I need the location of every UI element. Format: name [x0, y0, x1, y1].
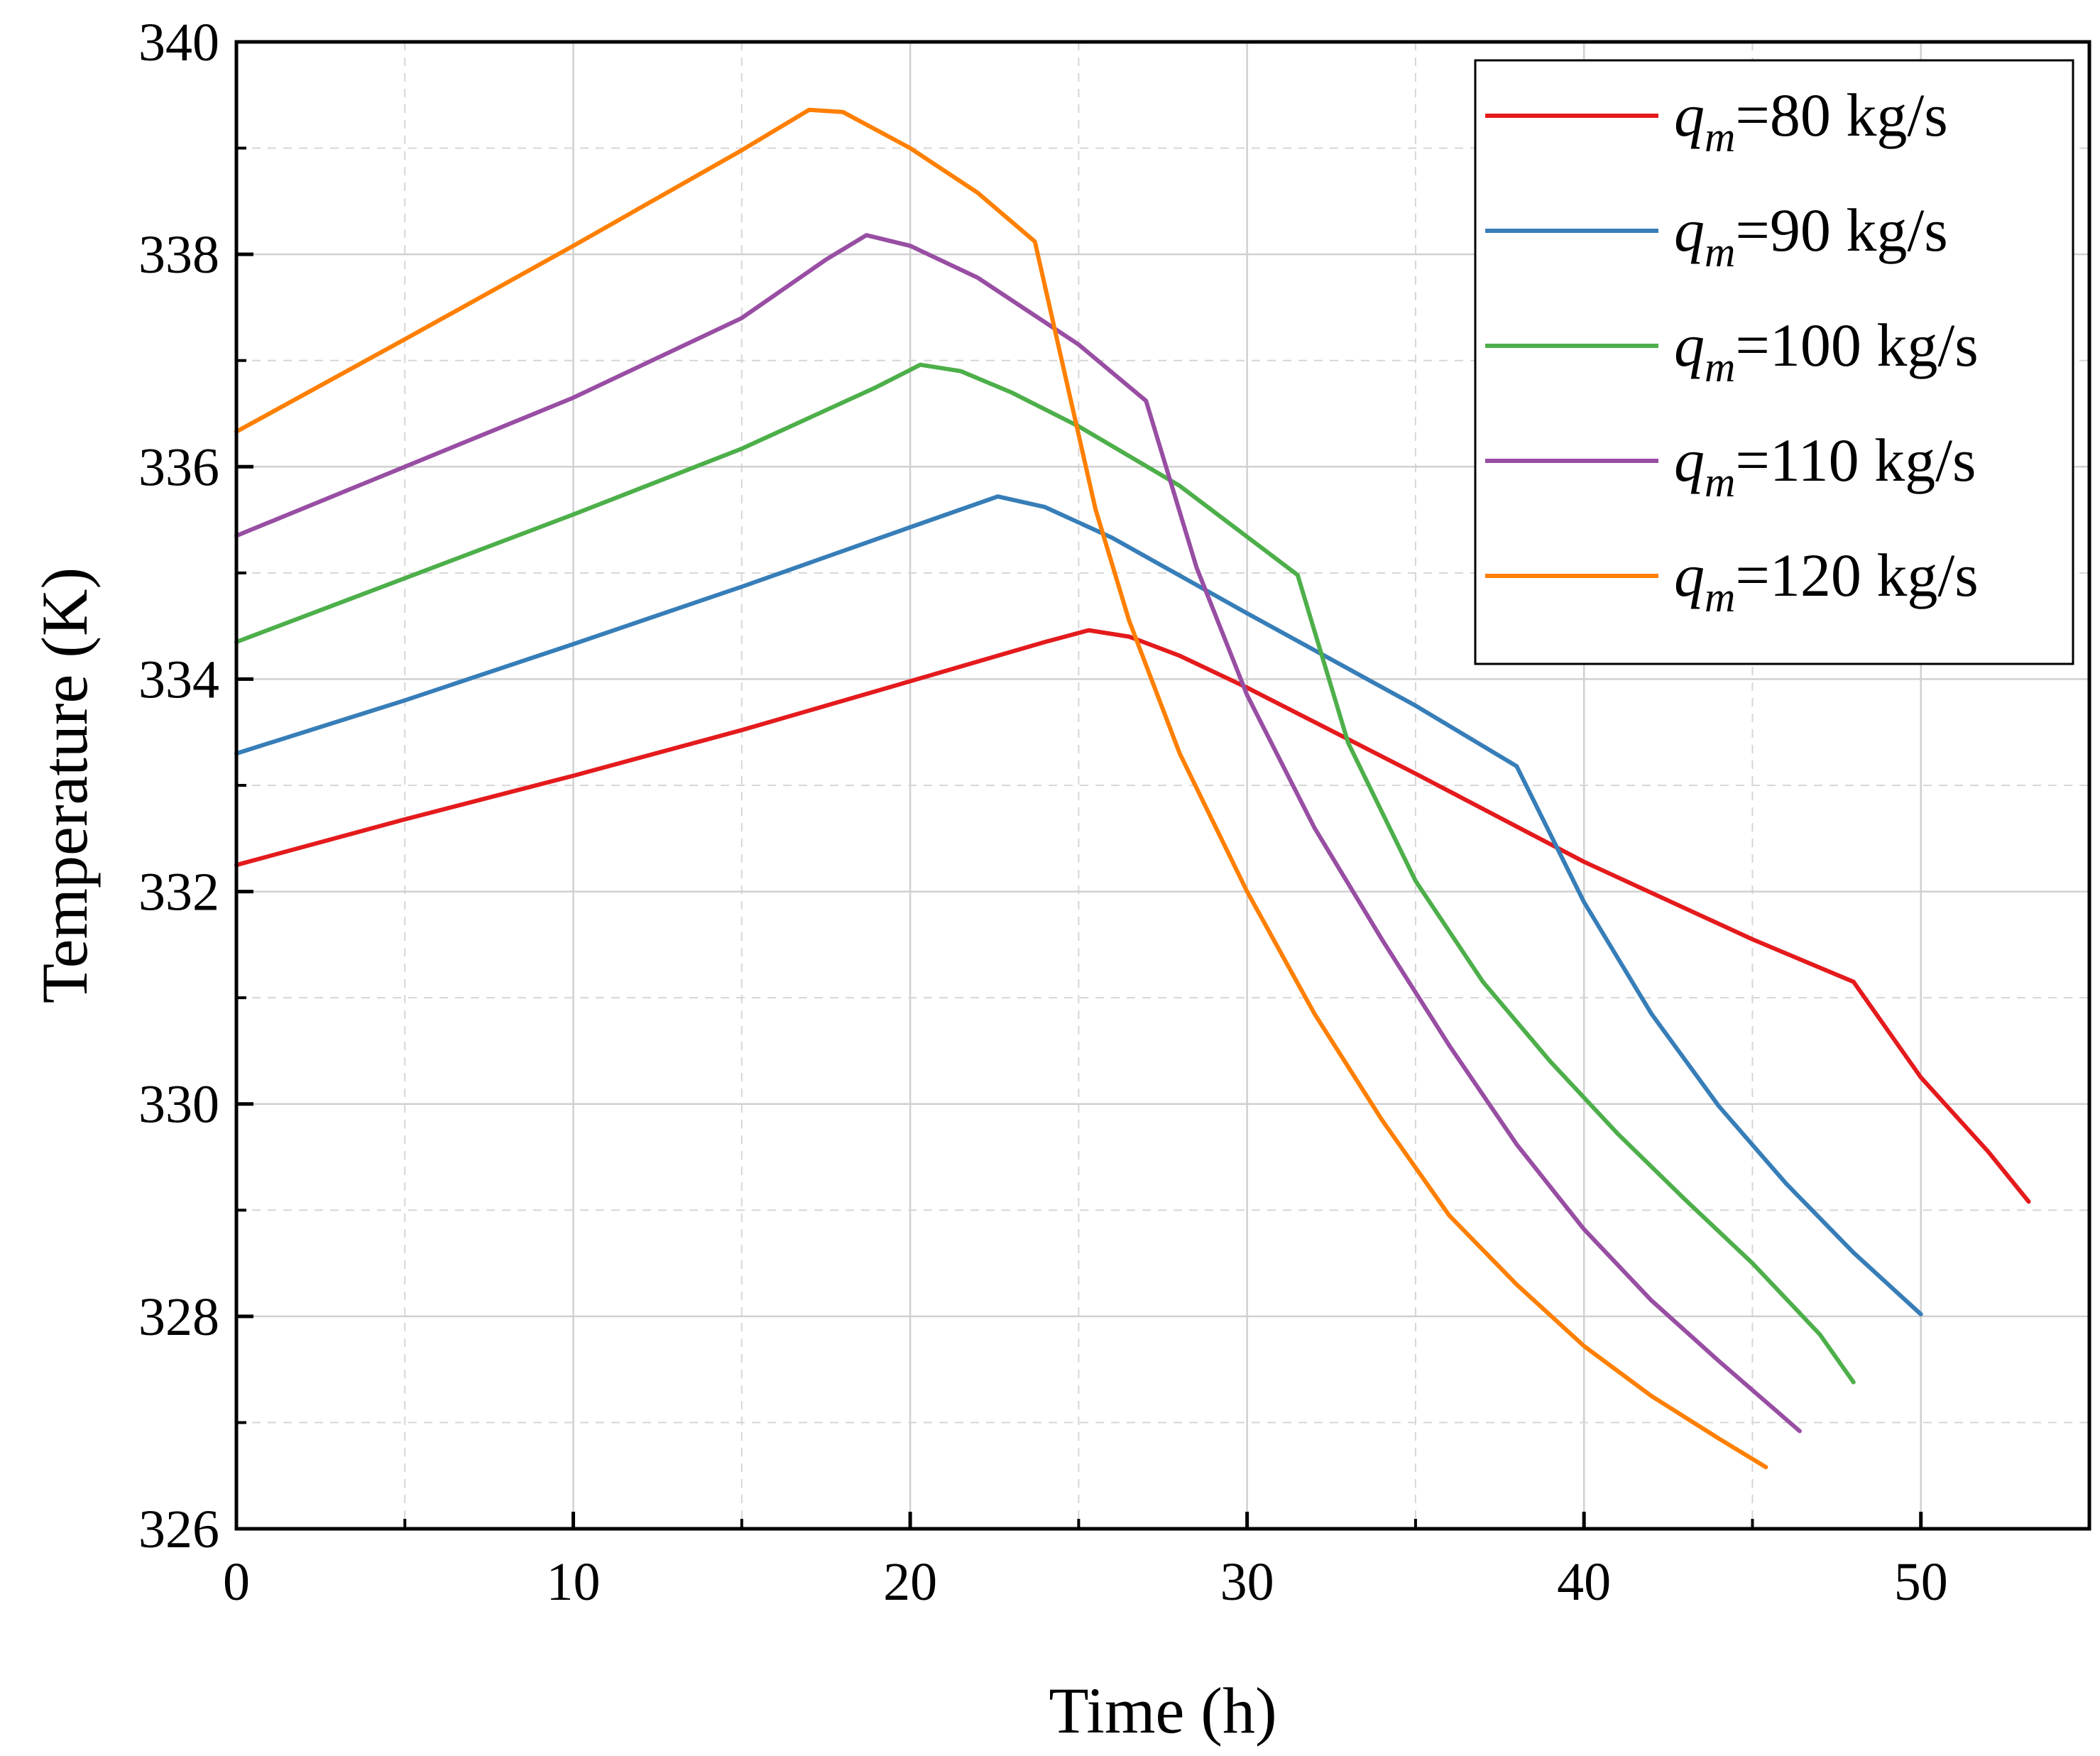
series-line-1	[234, 494, 1923, 1316]
y-tick-label: 330	[138, 1075, 219, 1135]
x-tick-label: 50	[1894, 1552, 1948, 1612]
y-axis-title: Temperature (K)	[28, 567, 101, 1003]
legend-label-2: qm=100 kg/s	[1674, 311, 1979, 391]
legend: qm=80 kg/s qm=90 kg/s qm=100 kg/s qm=110 kg…	[1474, 59, 2074, 665]
tick-labels: 0 10 20 30 40 50 326 328 330 332 334 336 338 340	[138, 13, 1948, 1612]
grid-lines	[236, 42, 2089, 1529]
x-tick-label: 20	[883, 1552, 937, 1612]
series-line-3	[234, 233, 1802, 1434]
series-line-4	[234, 107, 1768, 1470]
legend-label-4: qm=120 kg/s	[1674, 541, 1979, 621]
y-tick-label: 326	[138, 1500, 219, 1559]
x-axis-title: Time (h)	[1049, 1674, 1276, 1747]
series-line-0	[234, 628, 2031, 1204]
legend-label-3: qm=110 kg/s	[1674, 426, 1976, 506]
y-tick-label: 336	[138, 437, 219, 497]
x-tick-label: 0	[223, 1552, 250, 1612]
y-tick-label: 338	[138, 225, 219, 285]
legend-label-1: qm=90 kg/s	[1674, 196, 1948, 276]
x-tick-label: 30	[1220, 1552, 1274, 1612]
legend-label-0: qm=80 kg/s	[1674, 81, 1948, 160]
legend-box	[1474, 59, 2074, 665]
y-tick-label: 332	[138, 863, 219, 922]
y-tick-label: 334	[138, 650, 219, 709]
y-tick-label: 340	[138, 13, 219, 72]
axis-ticks	[234, 40, 1923, 1531]
x-tick-label: 10	[547, 1552, 601, 1612]
series-lines	[234, 107, 2031, 1470]
x-tick-label: 40	[1557, 1552, 1611, 1612]
y-tick-label: 328	[138, 1287, 219, 1347]
series-line-2	[234, 362, 1856, 1385]
